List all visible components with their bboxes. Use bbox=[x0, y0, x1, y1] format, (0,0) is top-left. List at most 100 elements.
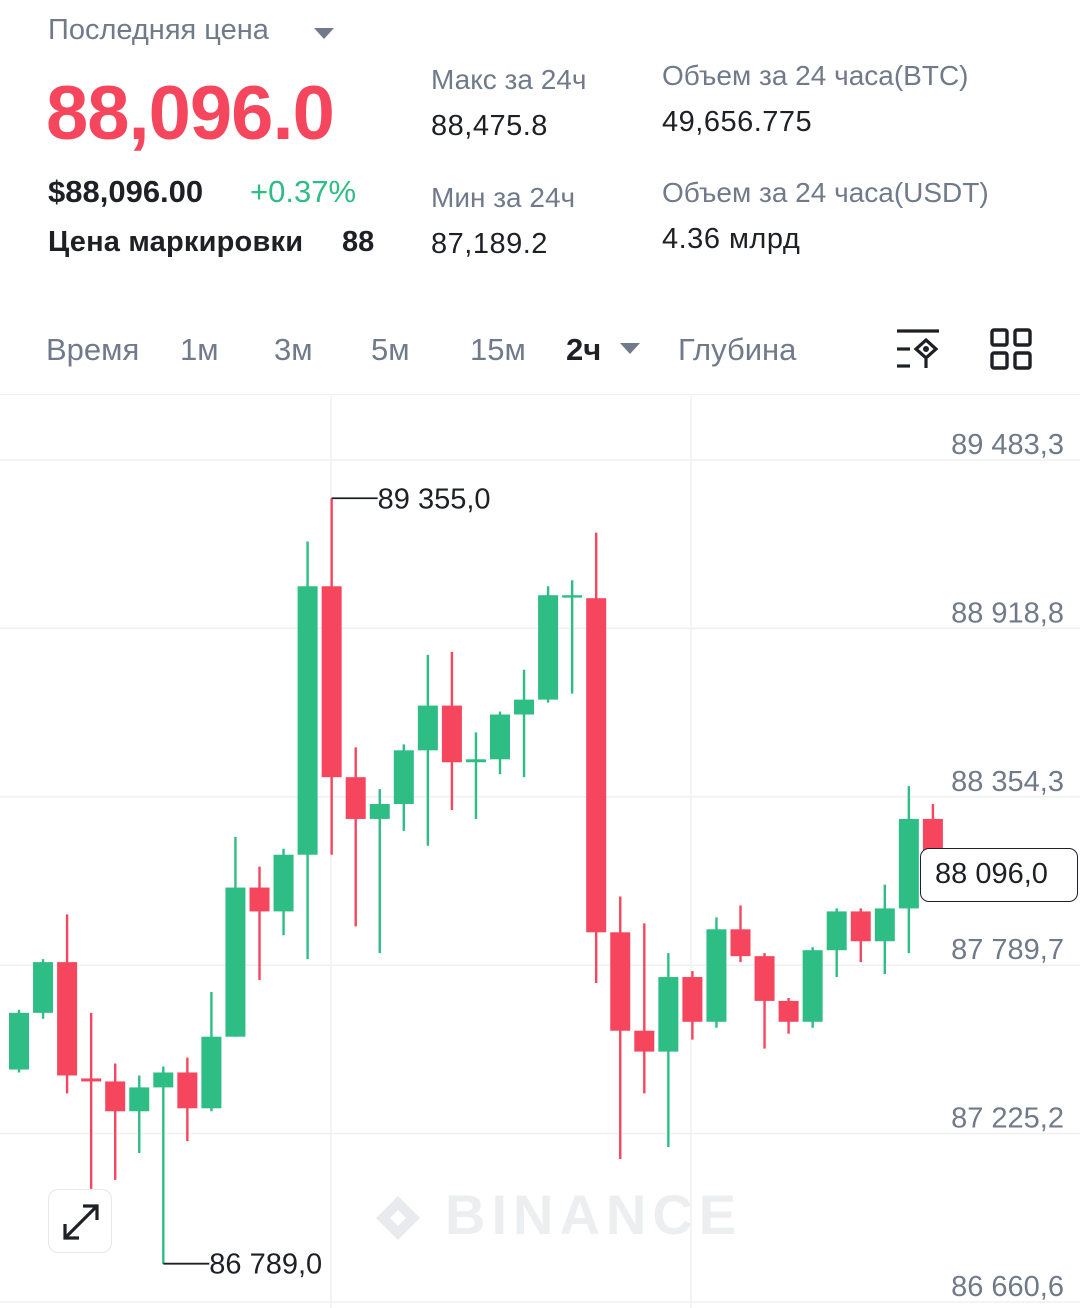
candle-body bbox=[33, 962, 54, 1013]
current-price-box bbox=[920, 848, 1078, 902]
current-price-label: 88 096,0 bbox=[935, 858, 1048, 890]
tab-2h[interactable]: 2ч bbox=[566, 332, 602, 367]
candle[interactable] bbox=[682, 971, 703, 1040]
candle-body bbox=[417, 705, 438, 751]
indicator-settings-icon[interactable] bbox=[894, 328, 942, 372]
candle-body bbox=[634, 1030, 655, 1052]
candle-body bbox=[201, 1036, 222, 1109]
candle[interactable] bbox=[634, 923, 655, 1094]
candle-body bbox=[538, 595, 559, 700]
candle[interactable] bbox=[273, 848, 294, 936]
tab-1m[interactable]: 1м bbox=[180, 332, 219, 367]
y-axis-tick-label: 86 660,6 bbox=[951, 1271, 1064, 1303]
candle[interactable] bbox=[802, 947, 823, 1028]
candle-body bbox=[297, 586, 318, 855]
candle-body bbox=[273, 854, 294, 912]
candle[interactable] bbox=[393, 744, 414, 831]
candle[interactable] bbox=[153, 1066, 174, 1264]
candle[interactable] bbox=[441, 651, 462, 810]
volume-btc-label: Объем за 24 часа(BTC) bbox=[662, 60, 969, 91]
candle[interactable] bbox=[778, 997, 799, 1034]
candle[interactable] bbox=[562, 580, 583, 694]
candle[interactable] bbox=[249, 866, 270, 981]
volume-btc-value: 49,656.775 bbox=[662, 106, 813, 138]
tab-time[interactable]: Время bbox=[46, 332, 140, 367]
high-24h-label: Макс за 24ч bbox=[431, 64, 587, 95]
candle[interactable] bbox=[225, 836, 246, 1037]
candle[interactable] bbox=[850, 908, 871, 963]
candle[interactable] bbox=[57, 914, 78, 1094]
candle[interactable] bbox=[129, 1075, 150, 1154]
candle[interactable] bbox=[105, 1063, 126, 1180]
candle-body bbox=[249, 887, 270, 912]
candle[interactable] bbox=[177, 1057, 198, 1142]
candlestick-chart[interactable]: BINANCE 89 355,0 86 789,0 89 483,3 88 918,… bbox=[0, 396, 1080, 1308]
tab-15m[interactable]: 15м bbox=[470, 332, 526, 367]
candle[interactable] bbox=[874, 884, 895, 975]
candle-body bbox=[129, 1087, 150, 1112]
watermark: BINANCE bbox=[376, 1183, 736, 1246]
candle-body bbox=[465, 759, 486, 763]
mark-price-value: 88 bbox=[342, 226, 375, 258]
chevron-down-icon[interactable] bbox=[314, 28, 334, 39]
low-24h-label: Мин за 24ч bbox=[431, 182, 576, 213]
candle[interactable] bbox=[586, 532, 607, 984]
candle[interactable] bbox=[826, 908, 847, 978]
candle[interactable] bbox=[465, 732, 486, 819]
candle-body bbox=[153, 1072, 174, 1088]
candle[interactable] bbox=[514, 669, 535, 778]
candle-body bbox=[658, 977, 679, 1052]
candle-body bbox=[490, 714, 510, 760]
candle[interactable] bbox=[33, 959, 54, 1019]
grid-layout-icon[interactable] bbox=[990, 328, 1032, 370]
low-marker-label: 86 789,0 bbox=[209, 1249, 322, 1281]
candle-body bbox=[562, 595, 583, 598]
mark-price-label: Цена маркировки bbox=[48, 226, 304, 258]
candle[interactable] bbox=[538, 586, 559, 703]
tab-3m[interactable]: 3м bbox=[274, 332, 313, 367]
candle[interactable] bbox=[345, 747, 366, 927]
candle[interactable] bbox=[369, 789, 390, 954]
y-axis-tick-label: 88 918,8 bbox=[951, 597, 1064, 629]
candle[interactable] bbox=[321, 498, 342, 855]
chevron-down-icon[interactable] bbox=[620, 343, 640, 354]
candle[interactable] bbox=[417, 654, 438, 846]
candle-body bbox=[177, 1072, 198, 1109]
candle-body bbox=[225, 887, 246, 1037]
candle-body bbox=[850, 911, 871, 942]
candle-body bbox=[321, 586, 342, 778]
candle-body bbox=[81, 1078, 102, 1082]
candle[interactable] bbox=[490, 711, 510, 775]
y-axis-tick-label: 87 225,2 bbox=[951, 1103, 1064, 1135]
candle[interactable] bbox=[201, 991, 222, 1112]
candle[interactable] bbox=[754, 953, 775, 1049]
tab-depth[interactable]: Глубина bbox=[678, 332, 797, 367]
last-price-label[interactable]: Последняя цена bbox=[48, 14, 269, 46]
candle[interactable] bbox=[658, 953, 679, 1148]
candle[interactable] bbox=[297, 541, 318, 960]
candle[interactable] bbox=[610, 896, 631, 1159]
candle-body bbox=[9, 1012, 29, 1070]
candle[interactable] bbox=[898, 786, 919, 954]
candle[interactable] bbox=[730, 905, 751, 963]
expand-arrows-icon bbox=[63, 1204, 99, 1240]
candle-body bbox=[826, 911, 847, 951]
candle[interactable] bbox=[9, 1009, 29, 1073]
binance-logo-icon bbox=[376, 1196, 420, 1240]
candle-body bbox=[730, 929, 751, 957]
tabs-divider bbox=[0, 394, 1080, 395]
tab-5m[interactable]: 5м bbox=[371, 332, 410, 367]
candle-body bbox=[802, 950, 823, 1022]
y-axis-tick-label: 89 483,3 bbox=[951, 429, 1064, 461]
candle-body bbox=[105, 1081, 126, 1112]
candle[interactable] bbox=[706, 917, 727, 1028]
expand-button[interactable] bbox=[48, 1189, 112, 1253]
candle-body bbox=[754, 956, 775, 1001]
candle-body bbox=[345, 777, 366, 819]
candle-body bbox=[586, 598, 607, 933]
high-marker-label: 89 355,0 bbox=[378, 483, 491, 515]
candle[interactable] bbox=[81, 1012, 102, 1189]
candle-body bbox=[514, 699, 535, 715]
candle-body bbox=[369, 804, 390, 819]
low-24h-value: 87,189.2 bbox=[431, 228, 548, 260]
